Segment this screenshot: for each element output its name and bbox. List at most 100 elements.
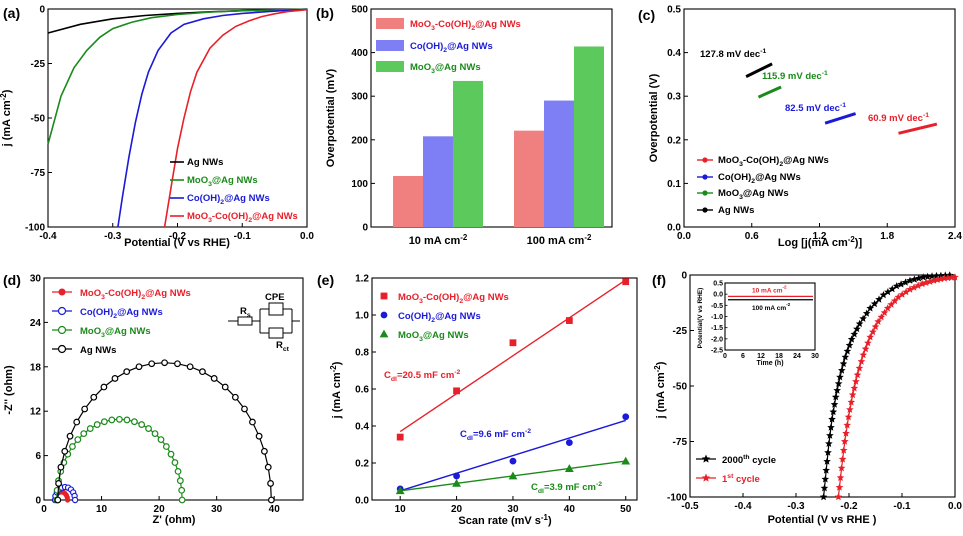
- nyquist-point-d: [138, 421, 146, 428]
- legend-label-d: Ag NWs: [80, 345, 116, 356]
- series-marker-f: [819, 493, 828, 501]
- nyquist-point-d: [221, 383, 229, 391]
- series-marker-f: [827, 423, 835, 431]
- data-point-e: [565, 439, 573, 447]
- y-tick-label-b: 400: [351, 48, 368, 59]
- y-tick-label-c: 0.2: [667, 135, 681, 146]
- y-tick-label-e: 0.4: [355, 422, 369, 433]
- x-tick-label-e: 40: [564, 504, 576, 515]
- series-marker-f: [846, 405, 854, 413]
- inset-y-tick-label-f: -2.5: [711, 348, 723, 355]
- nyquist-point-d: [111, 375, 119, 382]
- y-axis-label-c: Overpotential (V): [648, 73, 660, 162]
- x-tick-label-c: 0.6: [745, 231, 759, 242]
- series-marker-f: [864, 339, 872, 347]
- series-marker-f: [862, 309, 871, 317]
- x-tick-label-e: 10: [395, 504, 407, 515]
- data-point-e: [396, 433, 404, 441]
- nyquist-point-d: [108, 416, 116, 424]
- series-marker-f: [834, 493, 843, 501]
- series-marker-f: [855, 319, 864, 328]
- series-marker-f: [847, 398, 856, 406]
- y-tick-label-d: 30: [30, 274, 42, 285]
- x-tick-label-e: 30: [507, 504, 519, 515]
- nyquist-point-d: [69, 443, 76, 450]
- x-tick-label-f: -0.3: [787, 501, 805, 512]
- y-tick-label-f: 0: [681, 271, 687, 282]
- nyquist-point-d: [123, 416, 131, 424]
- bar-2-1: [574, 46, 604, 227]
- data-point-e: [509, 457, 517, 465]
- nyquist-point-d: [54, 496, 62, 504]
- legend-label-d: MoO3@Ag NWs: [80, 326, 151, 339]
- series-marker-f: [847, 335, 856, 343]
- inset-y-tick-label-f: -1.5: [711, 325, 723, 332]
- legend-marker-c: [702, 157, 708, 163]
- series-marker-f: [879, 291, 888, 299]
- series-marker-f: [829, 407, 838, 416]
- data-point-e: [509, 339, 517, 347]
- y-tick-label-d: 18: [30, 362, 42, 373]
- series-marker-f: [866, 333, 874, 341]
- nyquist-point-d: [73, 418, 81, 426]
- nyquist-point-d: [71, 496, 79, 504]
- x-tick-label-f: -0.1: [893, 501, 911, 512]
- legend-swatch-b: [376, 40, 404, 51]
- series-marker-f: [919, 273, 927, 281]
- legend-label-a: Co(OH)2@Ag NWs: [187, 193, 270, 206]
- series-line-a: [163, 8, 308, 228]
- series-marker-f: [884, 288, 892, 296]
- series-marker-f: [834, 379, 843, 387]
- x-tick-label-a: 0.0: [300, 231, 314, 242]
- y-axis-label-f: j (mA cm-2): [653, 361, 667, 419]
- x-axis-label-f: Potential (V vs RHE ): [768, 514, 877, 526]
- series-marker-f: [874, 317, 882, 325]
- x-tick-label-f: 0.0: [948, 501, 962, 512]
- legend-marker-d: [57, 344, 67, 354]
- nyquist-point-d: [148, 360, 156, 368]
- x-tick-label-c: 0.0: [677, 231, 691, 242]
- fit-line-c: [824, 112, 857, 125]
- series-marker-f: [869, 328, 877, 336]
- nyquist-point-d: [249, 418, 256, 426]
- series-marker-f: [836, 473, 845, 481]
- x-tick-label-d: 10: [96, 504, 108, 515]
- data-point-e: [565, 317, 573, 324]
- fit-line-c: [745, 62, 773, 78]
- legend-marker-c: [702, 190, 708, 196]
- series-marker-f: [841, 437, 849, 445]
- series-marker-f: [853, 370, 862, 379]
- nyquist-point-d: [61, 447, 69, 455]
- legend-label-d: Co(OH)2@Ag NWs: [80, 307, 163, 320]
- fit-line-c: [757, 85, 782, 99]
- series-marker-f: [870, 299, 879, 308]
- legend-marker-e: [380, 311, 388, 319]
- series-marker-f: [915, 274, 923, 282]
- plot-frame-b: [370, 8, 613, 228]
- x-tick-label-d: 0: [41, 504, 47, 515]
- category-label-b: 10 mA cm-2: [409, 233, 468, 247]
- y-tick-label-c: 0.1: [667, 179, 681, 190]
- x-tick-label-c: 1.2: [813, 231, 827, 242]
- nyquist-point-d: [81, 405, 89, 413]
- series-marker-f: [850, 384, 859, 392]
- inset-y-label-f: Potential(V vs RHE): [697, 288, 704, 349]
- legend-marker-d: [57, 325, 67, 335]
- y-tick-label-e: 0.8: [355, 348, 369, 359]
- nyquist-point-d: [151, 430, 159, 438]
- legend-label-e: MoO3@Ag NWs: [398, 330, 469, 343]
- x-tick-label-f: -0.4: [734, 501, 752, 512]
- series-marker-f: [891, 296, 899, 305]
- legend-label-e: Co(OH)2@Ag NWs: [398, 311, 481, 324]
- y-tick-label-d: 6: [35, 451, 41, 462]
- series-marker-f: [859, 314, 867, 322]
- series-marker-f: [843, 347, 852, 355]
- inset-x-tick-label-f: 24: [793, 353, 801, 360]
- nyquist-fit-d: [56, 418, 183, 501]
- nyquist-point-d: [161, 359, 168, 367]
- nyquist-point-d: [53, 486, 61, 494]
- nyquist-point-d: [57, 463, 65, 471]
- inset-y-tick-label-f: 0.5: [713, 281, 723, 288]
- panel-label-b: (b): [316, 5, 334, 21]
